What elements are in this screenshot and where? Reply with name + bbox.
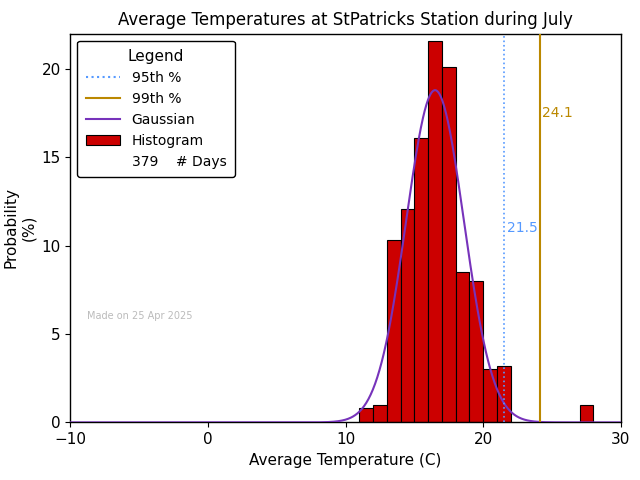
Bar — [456, 272, 470, 422]
Bar — [580, 405, 593, 422]
Text: Made on 25 Apr 2025: Made on 25 Apr 2025 — [87, 312, 193, 321]
Bar — [483, 370, 497, 422]
Bar — [497, 366, 511, 422]
Text: 21.5: 21.5 — [507, 221, 538, 235]
Y-axis label: Probability
(%): Probability (%) — [3, 188, 36, 268]
Title: Average Temperatures at StPatricks Station during July: Average Temperatures at StPatricks Stati… — [118, 11, 573, 29]
Bar — [428, 41, 442, 422]
Legend: 95th %, 99th %, Gaussian, Histogram, 379    # Days: 95th %, 99th %, Gaussian, Histogram, 379… — [77, 40, 235, 177]
Bar — [373, 405, 387, 422]
Text: 24.1: 24.1 — [542, 106, 573, 120]
Bar — [442, 67, 456, 422]
Bar — [360, 408, 373, 422]
Bar — [415, 138, 428, 422]
Bar — [387, 240, 401, 422]
Bar — [401, 208, 415, 422]
X-axis label: Average Temperature (C): Average Temperature (C) — [250, 453, 442, 468]
Bar — [470, 281, 483, 422]
